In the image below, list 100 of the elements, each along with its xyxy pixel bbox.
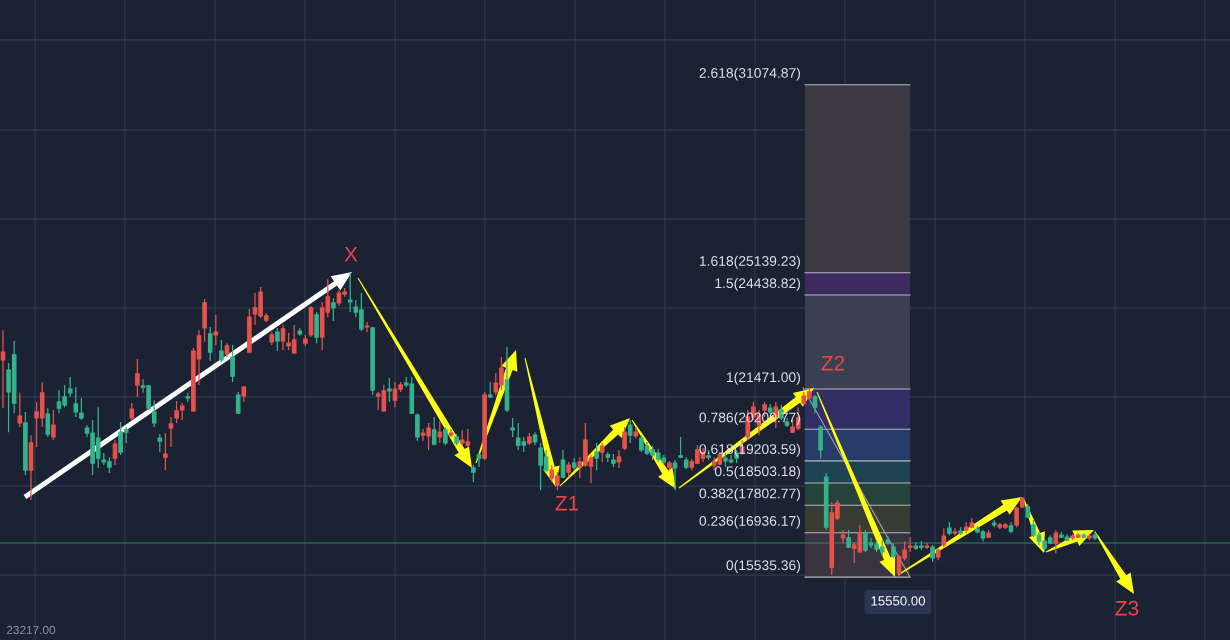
candlestick [185, 392, 191, 403]
candlestick [812, 394, 818, 414]
candlestick [157, 433, 163, 453]
candlestick [924, 542, 930, 550]
candlestick [135, 358, 140, 398]
candlestick [387, 377, 392, 403]
candlestick [370, 326, 375, 396]
annotation: X [344, 247, 358, 262]
candlestick [202, 298, 207, 343]
candlestick [213, 314, 219, 346]
ref-line-label: 0.5(18503.18) [714, 465, 800, 479]
candlestick [633, 426, 639, 439]
candlestick [168, 416, 174, 448]
candlestick [846, 529, 851, 549]
candlestick [471, 464, 476, 483]
candlestick [930, 544, 935, 563]
candlestick [235, 391, 241, 415]
annotation: 15550.00 [871, 596, 925, 606]
candlestick [947, 521, 952, 536]
candlestick [51, 409, 56, 441]
candlestick [224, 342, 230, 358]
candlestick [448, 428, 454, 438]
ref-line-label: 0.236(16936.17) [699, 515, 800, 529]
candlestick [627, 419, 633, 444]
candlestick [986, 529, 991, 539]
candlestick [487, 381, 493, 399]
ref-line-label: 0(15535.36) [726, 559, 800, 573]
candlestick [0, 329, 6, 409]
candlestick [280, 324, 286, 351]
candlestick [207, 326, 213, 362]
candlestick [622, 426, 627, 451]
candlestick [667, 460, 672, 471]
candlestick [297, 327, 303, 337]
annotation: Z2 [821, 355, 845, 371]
candlestick [308, 305, 314, 338]
candlestick [504, 346, 510, 413]
candlestick [476, 452, 482, 468]
candlestick [683, 456, 689, 470]
ref-line-label: 0.382(17802.77) [699, 488, 800, 502]
candlestick [599, 442, 605, 463]
candlestick [611, 453, 616, 468]
candlestick [560, 449, 566, 479]
candlestick [269, 331, 275, 346]
candlestick [1008, 521, 1014, 534]
annotation: Z1 [555, 496, 579, 511]
candlestick [605, 451, 611, 463]
annotation: 23217.00 [6, 625, 56, 635]
candlestick [241, 385, 247, 403]
candlestick [275, 327, 280, 352]
candlestick [1025, 503, 1031, 519]
candlestick [431, 416, 437, 446]
candlestick [818, 424, 823, 459]
candlestick [1087, 533, 1092, 541]
candlestick [28, 434, 34, 501]
candlestick [991, 519, 997, 528]
ref-line-label: 2.618(31074.87) [699, 67, 800, 81]
candlestick [45, 407, 51, 438]
candlestick [17, 392, 23, 428]
candlestick [616, 449, 622, 469]
candlestick [67, 376, 73, 398]
candlestick [594, 442, 599, 471]
candlestick [482, 391, 487, 461]
candlestick [891, 542, 896, 559]
candlestick [885, 535, 891, 546]
candlestick [454, 433, 459, 446]
candlestick [364, 321, 370, 333]
candlestick [566, 461, 571, 478]
ref-line-label: 1(21471.00) [727, 371, 800, 385]
candlestick [129, 402, 135, 421]
candlestick [303, 334, 308, 347]
candlestick [247, 308, 252, 354]
candlestick [112, 439, 118, 466]
candlestick [163, 432, 168, 471]
candlestick [527, 432, 532, 446]
candlestick [219, 339, 224, 363]
candlestick [907, 536, 913, 553]
candlestick [958, 526, 963, 536]
candlestick [840, 529, 846, 544]
candlestick [678, 436, 683, 459]
candlestick [1019, 496, 1025, 509]
ref-line-label: 1.618(25139.23) [699, 255, 800, 269]
candlestick [230, 344, 235, 383]
candlestick [314, 311, 319, 344]
candlestick [23, 411, 28, 476]
ref-line-label: 1.5(24438.82) [715, 277, 800, 291]
candlestick [952, 527, 958, 536]
candlestick [1081, 532, 1087, 539]
candlestick [437, 420, 443, 444]
candlestick [1014, 506, 1019, 528]
text: Z3 [1115, 600, 1139, 616]
candlestick [935, 547, 941, 561]
candlestick [151, 399, 157, 428]
candlestick [510, 417, 515, 438]
candlestick [823, 472, 829, 531]
candlestick [443, 426, 448, 446]
candlestick [331, 297, 336, 322]
candlestick [415, 412, 420, 442]
candlestick [672, 459, 678, 491]
candlestick [347, 272, 353, 313]
candlestick [1092, 530, 1098, 541]
